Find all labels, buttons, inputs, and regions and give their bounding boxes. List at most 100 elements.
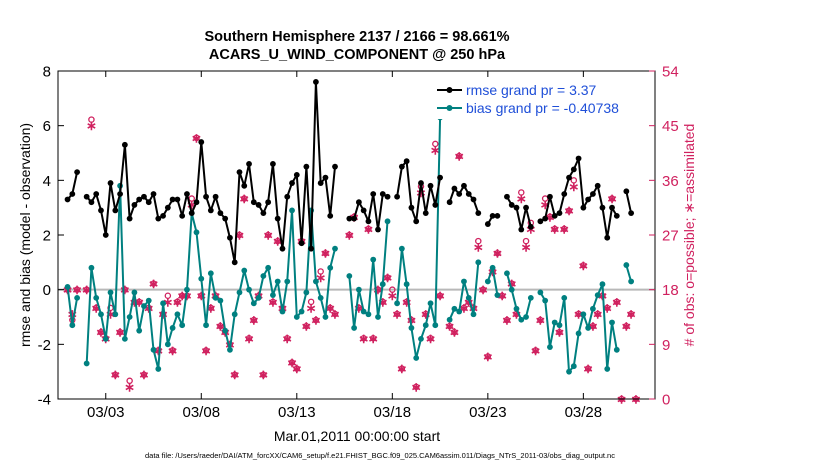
obs-assimilated-marker: ∗ — [244, 331, 255, 346]
rmse-point — [279, 245, 286, 252]
bias-point — [489, 264, 496, 271]
y-right-tick-label: 36 — [662, 173, 679, 190]
obs-possible-marker — [269, 298, 277, 306]
bias-point — [64, 284, 71, 290]
obs-assimilated-marker: ∗ — [282, 331, 293, 346]
bias-point — [351, 325, 358, 331]
obs-possible-marker — [193, 134, 200, 142]
obs-possible-marker — [150, 280, 157, 287]
bias-point — [141, 303, 147, 309]
obs-assimilated-marker: ∗ — [497, 288, 508, 303]
rmse-point — [64, 196, 71, 203]
bias-point — [580, 311, 587, 318]
obs-possible-marker — [331, 310, 339, 318]
bias-point — [179, 322, 186, 329]
bias-point — [198, 275, 205, 282]
rmse-point — [542, 215, 549, 222]
bias-point — [236, 289, 243, 296]
rmse-point — [360, 207, 367, 214]
rmse-point — [174, 196, 181, 203]
obs-possible-marker — [164, 292, 172, 299]
x-tick-label: 03/08 — [183, 404, 221, 421]
bias-point — [98, 311, 104, 318]
rmse-point — [465, 191, 472, 197]
rmse-point — [293, 171, 300, 178]
rmse-point — [88, 199, 95, 206]
bias-point — [527, 294, 534, 301]
rmse-point — [274, 215, 281, 222]
legend-bias-marker — [446, 105, 453, 111]
bias-point — [241, 267, 248, 274]
bias-point — [69, 322, 76, 329]
obs-assimilated-marker: ∗ — [449, 325, 460, 340]
obs-possible-marker — [116, 328, 124, 336]
rmse-point — [346, 215, 353, 222]
obs-assimilated-marker: ∗ — [201, 343, 212, 358]
obs-possible-marker — [580, 262, 587, 269]
rmse-point — [427, 182, 434, 189]
obs-possible-marker — [322, 249, 329, 257]
obs-possible-marker — [584, 365, 592, 372]
bias-point — [184, 286, 190, 293]
rmse-point — [222, 215, 229, 222]
obs-possible-marker — [112, 371, 119, 378]
obs-assimilated-marker: ∗ — [540, 197, 551, 212]
obs-possible-marker — [369, 335, 377, 342]
rmse-point — [289, 180, 295, 186]
x-tick-label: 03/23 — [469, 404, 507, 421]
rmse-point — [212, 193, 219, 200]
rmse-point — [83, 193, 90, 200]
bias-point — [222, 327, 229, 334]
obs-assimilated-marker: ∗ — [626, 306, 637, 321]
rmse-point — [403, 158, 410, 165]
rmse-point — [422, 210, 429, 217]
bias-point — [93, 294, 100, 301]
rmse-point — [375, 226, 381, 233]
bias-point — [145, 297, 152, 304]
obs-assimilated-marker: ∗ — [373, 282, 384, 297]
bias-point — [107, 289, 114, 296]
obs-assimilated-marker: ∗ — [459, 300, 470, 315]
obs-assimilated-marker: ∗ — [578, 258, 589, 273]
bias-point — [456, 308, 463, 315]
rmse-point — [556, 210, 563, 217]
bias-point — [418, 335, 424, 342]
obs-assimilated-marker: ∗ — [396, 361, 407, 376]
rmse-point — [609, 204, 615, 211]
rmse-series-line — [625, 191, 633, 214]
obs-assimilated-marker: ∗ — [416, 185, 427, 200]
x-tick-label: 03/03 — [87, 404, 125, 421]
obs-assimilated-marker: ∗ — [425, 331, 436, 346]
rmse-point — [236, 169, 243, 176]
rmse-point — [523, 204, 529, 211]
obs-assimilated-marker: ∗ — [516, 191, 527, 206]
rmse-point — [303, 163, 310, 170]
bias-point — [604, 366, 611, 372]
rmse-point — [126, 215, 133, 222]
obs-assimilated-marker: ∗ — [368, 331, 379, 346]
obs-assimilated-marker: ∗ — [573, 306, 584, 321]
bias-point — [475, 259, 482, 266]
rmse-point — [141, 193, 147, 200]
bias-point — [394, 300, 400, 307]
y-tick-label: -2 — [38, 337, 51, 354]
rmse-point — [566, 174, 572, 181]
rmse-point — [136, 196, 143, 203]
legend-box — [432, 81, 649, 119]
obs-possible-marker — [455, 152, 463, 160]
obs-assimilated-marker: ∗ — [363, 221, 374, 236]
obs-assimilated-marker: ∗ — [344, 228, 355, 243]
rmse-point — [98, 207, 104, 214]
bias-point — [250, 300, 257, 307]
bias-point — [494, 292, 501, 299]
obs-possible-marker — [436, 292, 444, 299]
obs-assimilated-marker: ∗ — [387, 288, 398, 303]
bias-point — [422, 322, 429, 329]
obs-possible-marker — [432, 140, 439, 148]
rmse-point — [121, 141, 128, 148]
rmse-point — [432, 202, 439, 208]
bias-point — [518, 316, 525, 323]
rmse-point — [408, 204, 415, 211]
obs-assimilated-marker: ∗ — [564, 203, 575, 218]
bias-point — [131, 289, 138, 296]
